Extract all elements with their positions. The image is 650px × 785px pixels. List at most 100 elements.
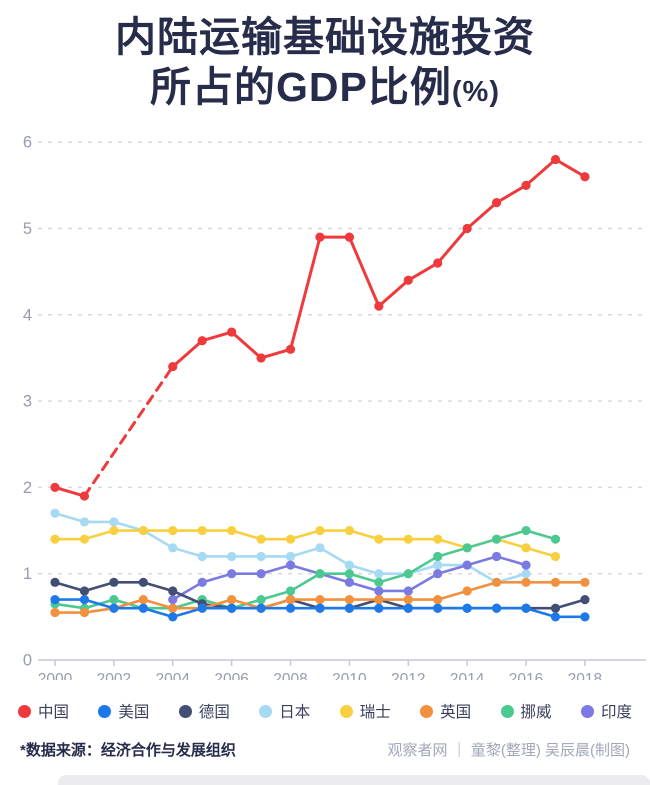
svg-text:2002: 2002 [97, 671, 131, 680]
data-point-switzerland [138, 525, 148, 536]
data-point-china [256, 353, 266, 363]
data-point-usa [168, 612, 178, 622]
data-point-usa [109, 603, 119, 613]
legend-dot-china [18, 704, 31, 718]
data-point-china [79, 491, 90, 501]
data-point-switzerland [168, 525, 178, 536]
data-point-usa [374, 603, 384, 613]
data-point-uk [521, 577, 531, 587]
data-point-india [492, 551, 502, 562]
data-point-china [227, 327, 237, 337]
data-point-uk [462, 586, 472, 596]
legend-item-usa: 美国 [98, 700, 149, 722]
data-point-india [403, 586, 413, 596]
data-point-switzerland [433, 534, 443, 544]
data-point-uk [492, 577, 502, 587]
data-point-uk [550, 577, 561, 587]
data-point-usa [227, 603, 237, 613]
svg-text:2006: 2006 [214, 671, 248, 680]
data-source-note: *数据来源：经济合作与发展组织 [20, 742, 236, 759]
data-point-india [433, 569, 443, 579]
data-point-japan [256, 551, 266, 562]
data-point-uk [580, 577, 590, 587]
data-point-india [462, 560, 472, 570]
data-point-china [50, 482, 60, 492]
svg-text:2010: 2010 [332, 671, 367, 680]
data-point-usa [79, 594, 90, 605]
chart-header: 内陆运输基础设施投资 所占的GDP比例(%) [0, 0, 650, 118]
data-point-china [550, 154, 561, 165]
data-point-norway [433, 551, 443, 562]
data-point-japan [50, 508, 60, 518]
data-point-usa [462, 603, 472, 613]
legend-item-china: 中国 [18, 700, 69, 722]
data-point-japan [315, 543, 325, 553]
credit-note: 观察者网 ｜ 童黎(整理) 吴辰晨(制图) [387, 742, 631, 759]
data-point-uk [168, 603, 178, 613]
data-point-usa [197, 603, 207, 613]
data-point-switzerland [344, 525, 354, 536]
svg-text:2016: 2016 [509, 671, 543, 680]
data-point-china [374, 301, 384, 311]
svg-text:2012: 2012 [391, 671, 425, 680]
data-point-china [197, 336, 207, 346]
series-usa [50, 594, 590, 622]
data-point-uk [344, 594, 354, 605]
data-point-india [168, 594, 178, 605]
legend-dot-norway [500, 704, 514, 718]
data-point-switzerland [315, 525, 325, 536]
data-point-usa [580, 612, 590, 622]
chart-title-line2: 所占的GDP比例 [150, 64, 452, 111]
legend-label: 英国 [440, 704, 472, 721]
data-point-norway [462, 543, 472, 553]
data-point-usa [138, 603, 148, 613]
data-point-norway [256, 594, 266, 605]
data-point-switzerland [227, 525, 237, 536]
data-point-switzerland [403, 534, 413, 544]
data-point-china [521, 180, 531, 190]
data-point-japan [374, 569, 384, 579]
gridlines [38, 141, 646, 666]
svg-text:6: 6 [23, 134, 32, 152]
data-point-china [492, 198, 502, 208]
data-point-usa [403, 603, 413, 613]
svg-text:2014: 2014 [450, 671, 485, 680]
legend-dot-india [580, 704, 594, 718]
data-point-switzerland [550, 551, 561, 562]
data-point-norway [403, 569, 413, 579]
data-point-china [168, 361, 178, 372]
data-point-uk [138, 594, 148, 605]
data-point-japan [79, 517, 90, 527]
data-point-norway [344, 569, 354, 579]
svg-text:2004: 2004 [156, 671, 191, 680]
data-point-switzerland [50, 534, 60, 544]
data-point-uk [285, 594, 296, 605]
legend-item-india: 印度 [580, 700, 632, 722]
svg-text:5: 5 [23, 220, 32, 238]
data-point-japan [168, 543, 178, 553]
data-point-switzerland [197, 525, 207, 536]
data-point-india [285, 560, 296, 570]
data-point-usa [344, 603, 354, 613]
data-point-india [344, 577, 354, 587]
series-uk [50, 577, 590, 618]
data-point-india [256, 569, 266, 579]
legend-dot-uk [420, 704, 434, 718]
data-point-usa [433, 603, 443, 613]
legend-dot-japan [259, 704, 273, 718]
data-point-india [374, 586, 384, 596]
data-point-usa [285, 603, 296, 613]
data-point-china [462, 223, 472, 234]
data-point-switzerland [374, 534, 384, 544]
data-point-china [580, 172, 590, 182]
data-point-switzerland [79, 534, 90, 544]
data-point-india [521, 560, 531, 570]
data-point-germany [79, 586, 90, 596]
series-india [168, 551, 531, 605]
legend-item-germany: 德国 [178, 700, 230, 722]
data-point-uk [79, 607, 90, 618]
data-point-japan [227, 551, 237, 562]
data-point-norway [492, 534, 502, 544]
data-point-norway [550, 534, 561, 544]
